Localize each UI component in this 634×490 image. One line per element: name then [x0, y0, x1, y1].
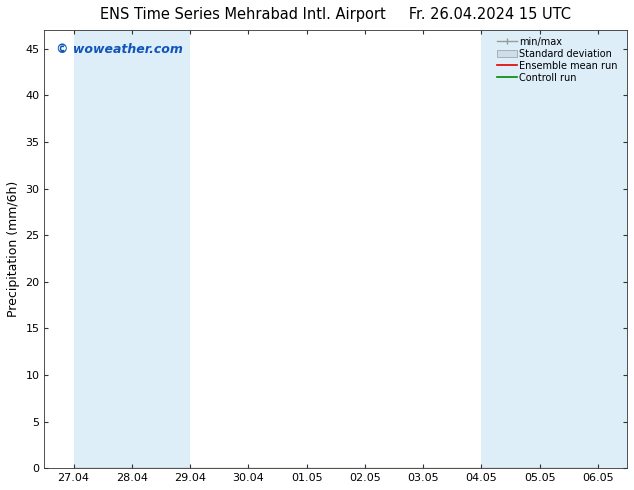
Bar [74, 30, 132, 468]
Title: ENS Time Series Mehrabad Intl. Airport     Fr. 26.04.2024 15 UTC: ENS Time Series Mehrabad Intl. Airport F… [100, 7, 571, 22]
Legend: min/max, Standard deviation, Ensemble mean run, Controll run: min/max, Standard deviation, Ensemble me… [496, 35, 622, 85]
Text: © woweather.com: © woweather.com [56, 43, 183, 56]
Bar [481, 30, 540, 468]
Bar [540, 30, 598, 468]
Bar [132, 30, 190, 468]
Bar [598, 30, 627, 468]
Y-axis label: Precipitation (mm/6h): Precipitation (mm/6h) [7, 181, 20, 317]
